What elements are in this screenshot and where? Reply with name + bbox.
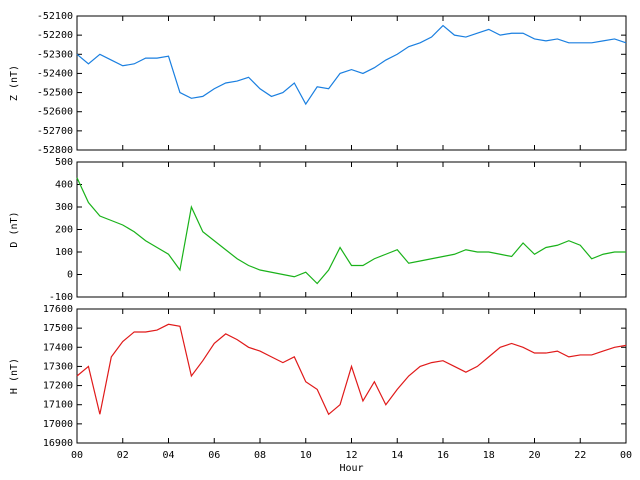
y-tick-label: -52300 <box>37 49 73 60</box>
x-tick-label: 12 <box>345 450 357 461</box>
y-axis-label: Z (nT) <box>9 65 20 101</box>
y-tick-label: 400 <box>55 180 73 191</box>
y-tick-label: -52200 <box>37 30 73 41</box>
y-tick-label: -52100 <box>37 11 73 22</box>
x-tick-label: 16 <box>437 450 449 461</box>
data-line <box>76 24 627 106</box>
data-line <box>76 323 627 416</box>
y-tick-label: 17600 <box>43 304 73 315</box>
x-tick-label: 00 <box>71 450 83 461</box>
x-tick-label: 14 <box>391 450 403 461</box>
y-tick-label: 16900 <box>43 438 73 449</box>
y-tick-label: 17300 <box>43 361 73 372</box>
y-tick-label: -52800 <box>37 145 73 156</box>
x-tick-label: 02 <box>117 450 129 461</box>
y-tick-label: -52500 <box>37 88 73 99</box>
x-tick-label: 04 <box>162 450 174 461</box>
x-tick-label: 20 <box>528 450 540 461</box>
y-tick-label: -52400 <box>37 68 73 79</box>
y-tick-label: 200 <box>55 225 73 236</box>
y-tick-label: 17000 <box>43 419 73 430</box>
y-tick-label: 100 <box>55 247 73 258</box>
y-axis-label: H (nT) <box>9 358 20 394</box>
y-tick-label: 17500 <box>43 323 73 334</box>
x-axis-label: Hour <box>339 463 363 474</box>
x-tick-label: 06 <box>208 450 220 461</box>
x-tick-label: 10 <box>300 450 312 461</box>
y-tick-label: 0 <box>67 270 73 281</box>
data-line <box>76 177 626 285</box>
y-tick-label: 17100 <box>43 400 73 411</box>
y-tick-label: 500 <box>55 157 73 168</box>
x-tick-label: 08 <box>254 450 266 461</box>
y-axis-label: D (nT) <box>9 211 20 247</box>
y-tick-label: -100 <box>49 292 73 303</box>
x-tick-label: 00 <box>620 450 632 461</box>
y-tick-label: -52700 <box>37 126 73 137</box>
x-tick-label: 22 <box>574 450 586 461</box>
y-tick-label: -52600 <box>37 107 73 118</box>
x-tick-label: 18 <box>483 450 495 461</box>
y-tick-label: 300 <box>55 202 73 213</box>
y-tick-label: 17400 <box>43 342 73 353</box>
y-tick-label: 17200 <box>43 381 73 392</box>
